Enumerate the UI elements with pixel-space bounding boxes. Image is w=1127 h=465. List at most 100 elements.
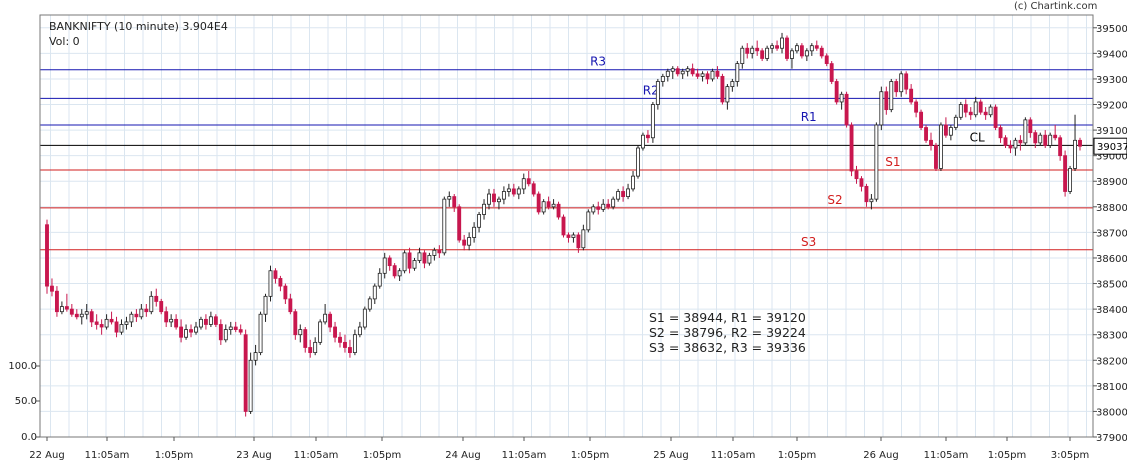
candle-body	[308, 347, 313, 354]
candle-body	[894, 81, 899, 93]
candle-body	[685, 68, 690, 72]
candle-body	[874, 124, 879, 200]
candle-body	[64, 306, 69, 310]
candle-body	[139, 308, 144, 318]
y-tick-label: 38500	[1096, 280, 1127, 291]
candle-body	[650, 104, 655, 139]
x-tick-label: 11:05am	[502, 450, 547, 461]
candle-body	[348, 347, 352, 354]
candle-body	[765, 47, 770, 59]
candle-body	[839, 93, 844, 103]
candle-body	[909, 88, 914, 103]
candle-body	[914, 101, 919, 113]
pivot-summary: S1 = 38944, R1 = 39120 S2 = 38796, R2 = …	[649, 310, 806, 355]
candle-body	[417, 252, 422, 261]
source-credit: (c) Chartink.com	[1014, 1, 1098, 12]
candle-body	[84, 311, 89, 315]
candle-body	[328, 313, 333, 328]
candle-body	[680, 70, 685, 75]
candle-body	[437, 249, 442, 254]
candle-body	[243, 334, 248, 412]
y-tick-label: 38100	[1096, 382, 1127, 393]
x-tick-label: 11:05am	[711, 450, 756, 461]
candle-body	[412, 260, 417, 269]
candle-body	[258, 313, 263, 353]
candle-body	[710, 70, 715, 80]
candle-body	[844, 93, 849, 126]
candle-body	[1068, 168, 1073, 192]
candle-body	[154, 295, 159, 302]
candle-body	[506, 188, 511, 192]
candle-body	[760, 50, 765, 59]
candle-body	[467, 237, 472, 246]
candle-body	[929, 139, 933, 146]
candle-body	[730, 81, 735, 88]
pivot-summary-line: S3 = 38632, R3 = 39336	[649, 340, 806, 355]
pivot-level-label: CL	[970, 130, 985, 144]
candle-body	[884, 91, 889, 111]
x-tick-label: 11:05am	[294, 450, 339, 461]
candle-body	[114, 321, 119, 333]
candle-body	[715, 70, 720, 77]
volume-readout: Vol: 0	[49, 35, 80, 48]
chart-title: BANKNIFTY (10 minute) 3.904E4	[49, 20, 228, 33]
volume-tick-label: 50.0	[15, 396, 37, 407]
candle-body	[487, 193, 491, 205]
candle-body	[333, 326, 337, 338]
volume-tick-label: 0.0	[21, 432, 37, 443]
candle-body	[854, 170, 859, 180]
candle-body	[939, 124, 943, 169]
candle-body	[785, 37, 789, 59]
candle-body	[362, 308, 367, 328]
candle-body	[973, 101, 978, 116]
candle-body	[934, 145, 938, 169]
candle-body	[621, 191, 626, 197]
candle-body	[273, 270, 278, 279]
candle-body	[859, 178, 864, 187]
candle-body	[59, 306, 64, 313]
candle-body	[372, 285, 377, 300]
candle-body	[829, 63, 834, 82]
y-tick-label: 39400	[1096, 49, 1127, 60]
candle-body	[94, 321, 99, 325]
volume-axis-ticks: 0.0 50.0 100.0	[8, 361, 40, 443]
candle-body	[432, 249, 437, 256]
candle-body	[134, 313, 139, 318]
candle-body	[452, 196, 457, 208]
candle-body	[50, 285, 54, 292]
candle-body	[953, 116, 958, 128]
y-tick-label: 38700	[1096, 228, 1127, 239]
candle-body	[576, 234, 581, 249]
candle-body	[655, 81, 660, 105]
candle-body	[313, 341, 318, 353]
candle-body	[536, 193, 541, 213]
candle-body	[303, 329, 308, 348]
candle-body	[963, 104, 968, 113]
y-tick-label: 39500	[1096, 24, 1127, 35]
candle-body	[194, 326, 198, 333]
candle-body	[745, 47, 750, 54]
candle-body	[496, 198, 501, 203]
candle-body	[253, 352, 258, 361]
candle-body	[387, 257, 392, 267]
candle-body	[184, 329, 188, 338]
candle-body	[45, 224, 49, 287]
x-tick-label: 1:05pm	[778, 450, 817, 461]
candle-body	[352, 334, 357, 353]
candle-body	[1073, 139, 1077, 169]
candle-body	[89, 311, 94, 323]
candle-body	[606, 203, 611, 208]
candle-body	[1038, 134, 1043, 144]
y-tick-label: 38900	[1096, 177, 1127, 188]
pivot-levels: R3 R2 R1 CL S1 S2 S3	[40, 55, 1093, 251]
candle-body	[824, 55, 829, 64]
candle-body	[546, 201, 551, 208]
candle-body	[248, 359, 253, 412]
x-tick-label: 23 Aug	[236, 450, 271, 461]
pivot-level-label: S3	[801, 235, 816, 249]
candle-body	[74, 313, 79, 318]
candle-body	[447, 196, 452, 200]
candle-body	[968, 111, 973, 116]
candle-body	[924, 127, 928, 141]
x-tick-label: 26 Aug	[863, 450, 898, 461]
